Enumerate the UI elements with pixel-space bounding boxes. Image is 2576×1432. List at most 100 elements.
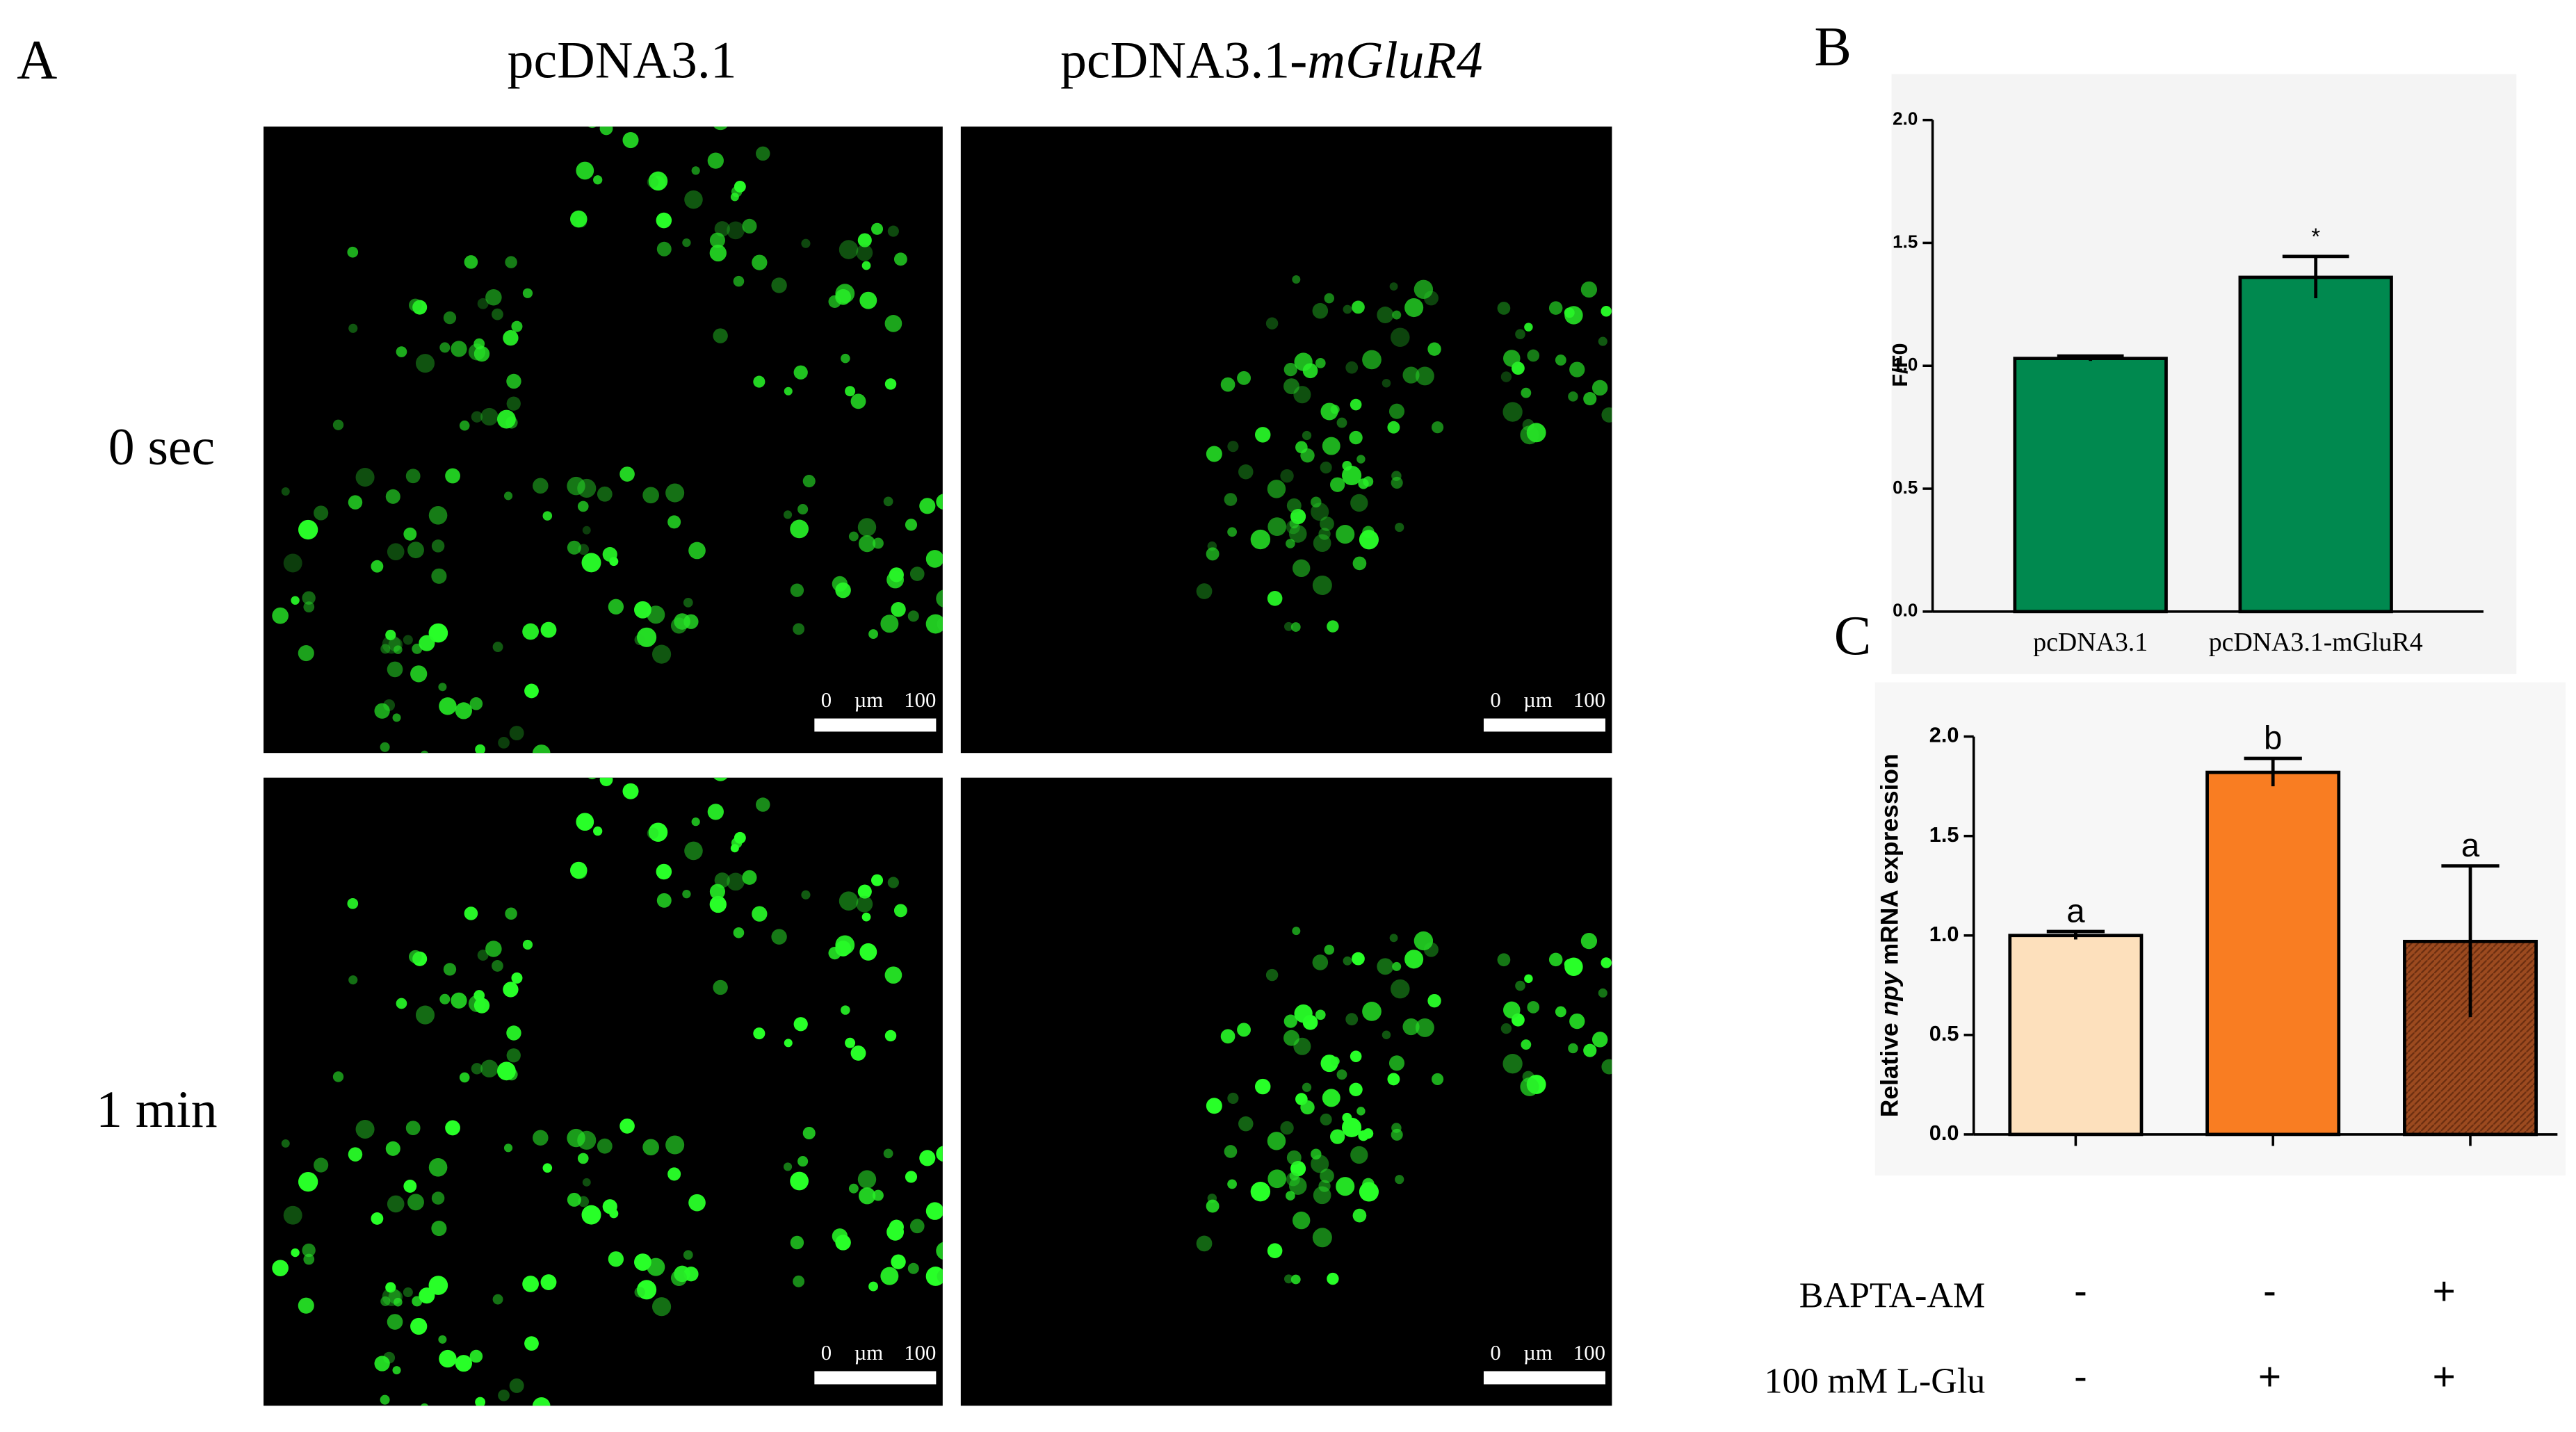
cell	[783, 1162, 793, 1171]
cell	[567, 476, 585, 496]
cell	[439, 1349, 457, 1368]
cell	[419, 1287, 435, 1304]
cell	[1312, 575, 1332, 595]
cell	[473, 338, 485, 350]
cell	[1283, 1014, 1297, 1028]
cell	[1300, 448, 1315, 463]
cell	[303, 1253, 315, 1265]
cell	[665, 483, 685, 503]
cell	[387, 543, 405, 561]
cell	[387, 1195, 405, 1213]
cell	[1330, 477, 1345, 492]
cell	[1349, 430, 1363, 445]
cell	[1283, 1274, 1293, 1284]
cell	[883, 496, 893, 507]
cell	[886, 571, 904, 589]
treatment-mark: -	[2074, 1355, 2087, 1399]
cell	[272, 607, 289, 624]
cell	[347, 246, 359, 258]
cell	[1330, 1129, 1345, 1144]
column-title-italic: mGluR4	[1307, 32, 1482, 90]
cell	[1500, 1023, 1512, 1034]
cell	[409, 950, 422, 963]
cell	[385, 1282, 396, 1293]
cell	[1356, 455, 1366, 464]
scale-bar	[814, 1371, 937, 1385]
y-tick-label: 0.5	[1893, 477, 1918, 498]
cell	[691, 166, 700, 175]
cell	[522, 623, 539, 640]
scale-bar-label: µm	[1523, 688, 1553, 712]
cell	[734, 181, 746, 193]
cell	[597, 1138, 613, 1154]
cell	[925, 550, 943, 568]
cells	[272, 127, 943, 754]
cell	[588, 127, 597, 129]
treatment-label: 100 mM L-Glu	[1764, 1361, 1985, 1401]
cell	[909, 1219, 925, 1234]
y-tick-label: 2.0	[1929, 723, 1959, 747]
bar	[2008, 934, 2144, 1137]
cell	[1515, 329, 1525, 339]
cell	[1292, 1211, 1311, 1230]
cell	[1290, 622, 1301, 632]
cell	[503, 982, 519, 998]
cell	[713, 979, 728, 995]
cell	[451, 992, 467, 1009]
scale-bar-label: 0	[821, 688, 832, 712]
cell	[873, 537, 884, 549]
cell	[1382, 1030, 1391, 1039]
cell	[403, 1179, 417, 1193]
cell	[347, 897, 359, 909]
cell	[1350, 398, 1362, 411]
cell	[861, 912, 871, 922]
cell	[688, 542, 706, 560]
cell	[1388, 1055, 1405, 1071]
bar	[2013, 357, 2168, 614]
cell	[622, 132, 639, 149]
cell	[1311, 1155, 1329, 1173]
cell	[1324, 293, 1335, 304]
cell	[1636, 320, 1648, 332]
cell	[1659, 950, 1676, 968]
cell	[1415, 366, 1434, 386]
cell	[1286, 520, 1300, 535]
cell	[683, 1250, 693, 1260]
cell	[1404, 298, 1424, 318]
cell	[1350, 1050, 1362, 1062]
cell	[403, 635, 413, 645]
cell	[1313, 1186, 1331, 1205]
cell	[1350, 494, 1368, 512]
cell	[859, 1187, 876, 1205]
cell	[1283, 621, 1293, 631]
micrograph	[264, 777, 943, 1406]
cell	[925, 1267, 943, 1286]
cell	[485, 941, 502, 957]
cell	[1330, 405, 1340, 414]
treatment-mark: +	[2433, 1355, 2456, 1399]
cell	[1342, 461, 1352, 471]
cell	[1521, 1039, 1532, 1050]
cell	[884, 315, 902, 332]
row-label: 0 sec	[108, 418, 215, 476]
cell	[505, 907, 517, 920]
scale-bar-label: 0	[821, 1341, 832, 1365]
cell	[1227, 1092, 1239, 1104]
cell	[509, 1378, 524, 1393]
cell	[1568, 1043, 1578, 1054]
cell	[480, 1059, 499, 1077]
cell	[1289, 525, 1307, 543]
cell	[455, 1355, 472, 1372]
cell	[856, 895, 873, 913]
cell	[752, 906, 768, 922]
cell	[828, 946, 841, 960]
cell	[709, 884, 726, 900]
cell	[880, 615, 899, 633]
cell	[1524, 974, 1533, 984]
cell	[1283, 378, 1299, 395]
cell	[733, 927, 745, 938]
cell	[648, 822, 668, 842]
cell	[496, 409, 516, 429]
cell	[709, 244, 727, 262]
